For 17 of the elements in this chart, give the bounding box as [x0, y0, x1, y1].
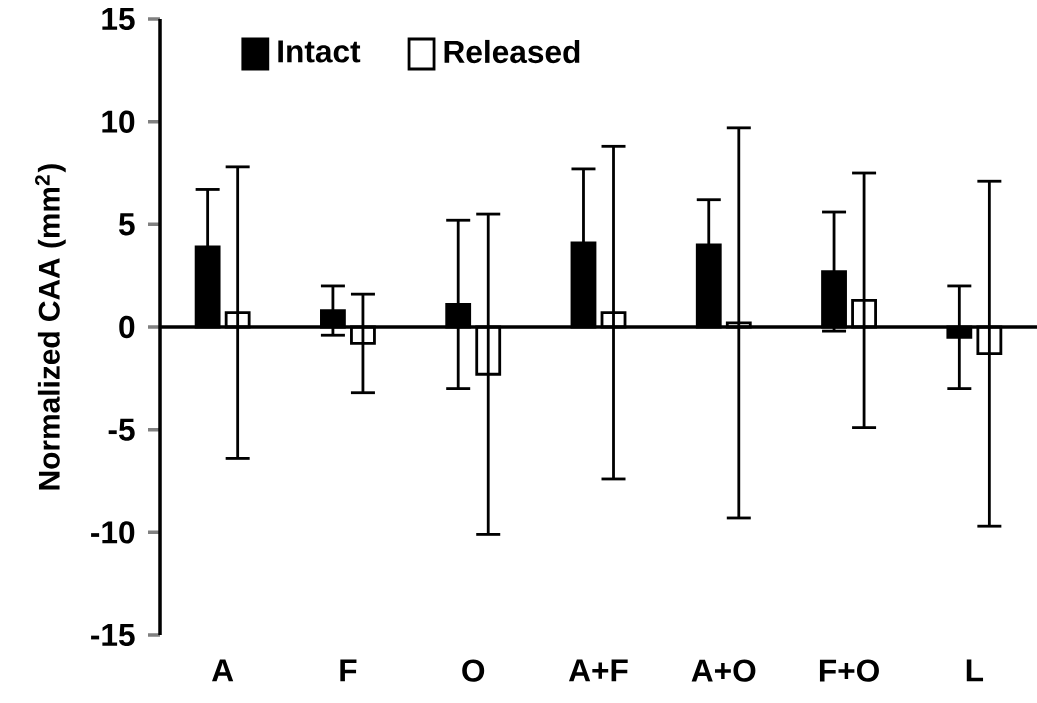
y-tick-label: 10: [102, 110, 135, 133]
y-tick-label: 15: [102, 7, 135, 31]
x-tick-label: O: [462, 659, 485, 682]
x-tick-label: F+O: [819, 659, 879, 682]
y-axis-title: Normalized CAA (mm$^{2}$): [35, 164, 66, 490]
y-tick-label: -10: [91, 521, 135, 544]
y-tick-label: 0: [119, 315, 135, 339]
x-tick-label: L: [966, 659, 984, 682]
x-tick-label: A: [212, 659, 234, 682]
x-tick-label: A+O: [691, 659, 756, 682]
x-tick-label: F: [340, 659, 357, 682]
y-tick-label: -5: [108, 418, 135, 441]
legend-label: Released: [444, 39, 580, 64]
y-tick-label: -15: [91, 623, 135, 647]
legend-label: Intact: [278, 40, 361, 63]
y-tick-label: 5: [118, 213, 135, 236]
x-tick-label: A+F: [568, 659, 628, 682]
